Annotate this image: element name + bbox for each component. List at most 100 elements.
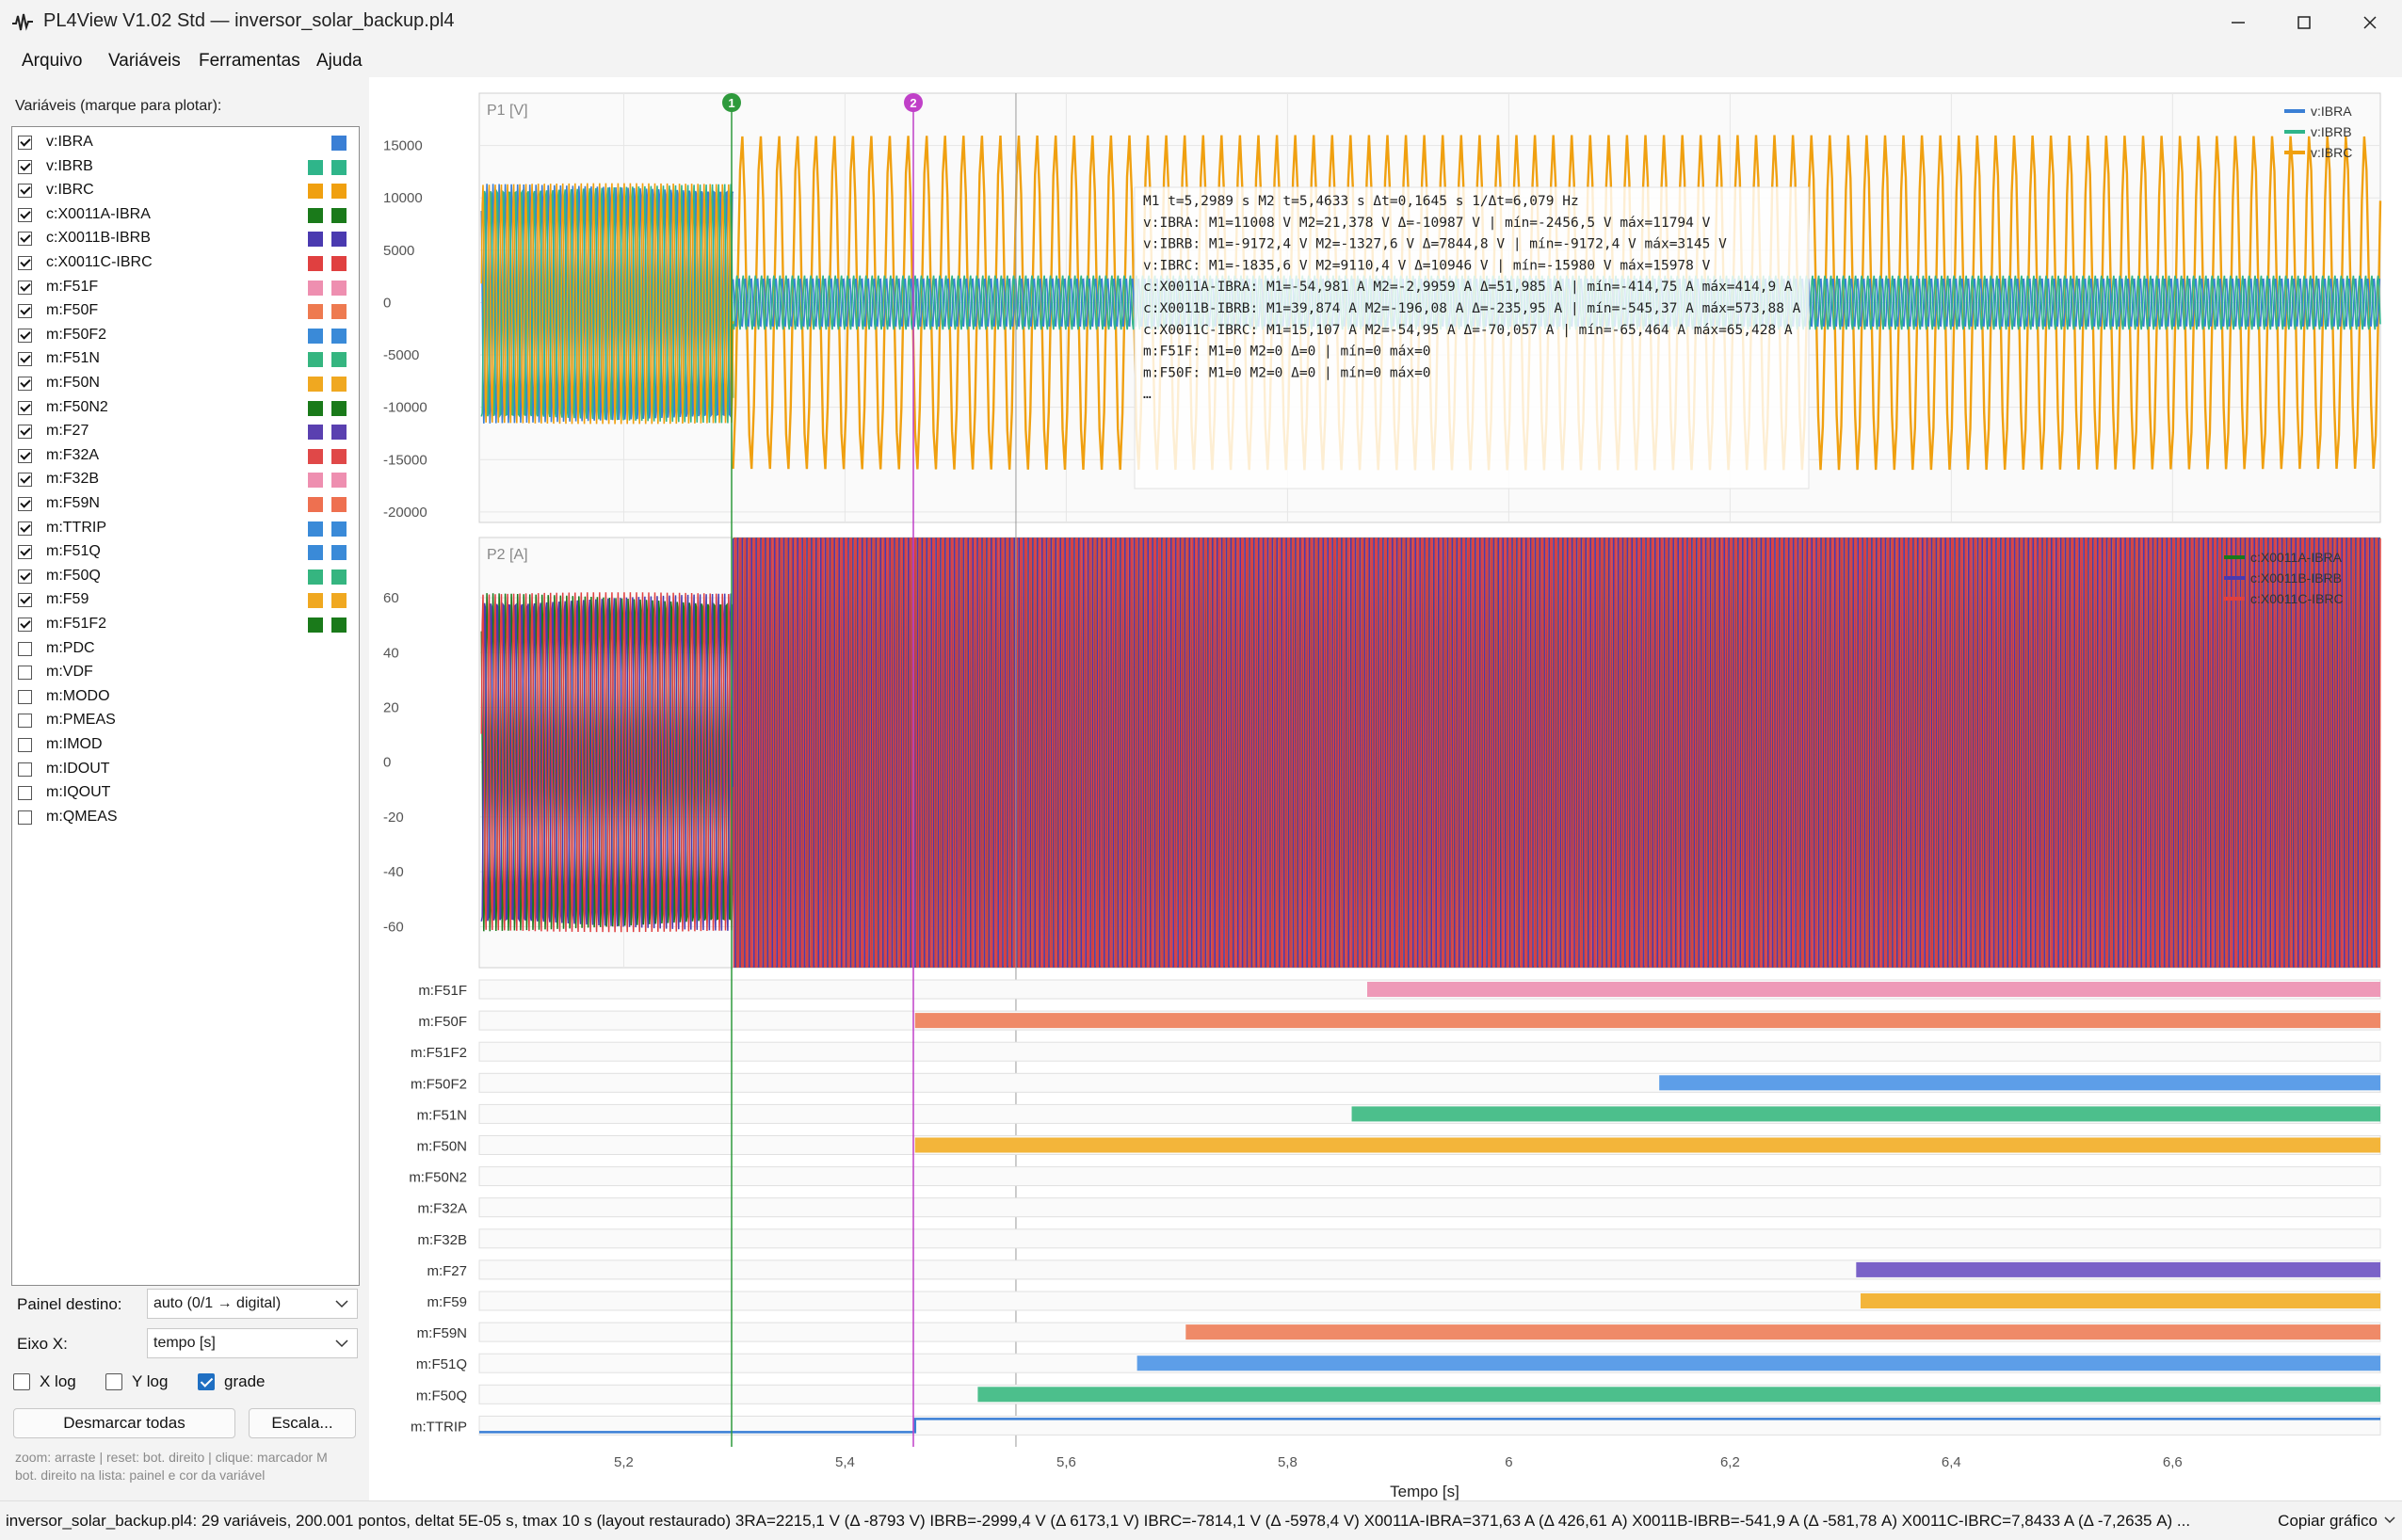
color-swatch[interactable] (308, 328, 323, 344)
variable-checkbox[interactable] (18, 304, 32, 319)
color-swatch[interactable] (331, 159, 347, 175)
variable-checkbox[interactable] (18, 497, 32, 511)
menu-ajuda[interactable]: Ajuda (316, 51, 363, 71)
variable-checkbox[interactable] (18, 473, 32, 488)
variable-row[interactable]: m:F50Q (12, 565, 359, 588)
color-swatch[interactable] (308, 352, 323, 368)
variable-checkbox[interactable] (18, 689, 32, 704)
variable-checkbox[interactable] (18, 207, 32, 222)
color-swatch[interactable] (308, 497, 323, 512)
variable-checkbox[interactable] (18, 328, 32, 343)
variable-row[interactable]: c:X0011C-IBRC (12, 251, 359, 275)
escala-button[interactable]: Escala... (249, 1408, 356, 1438)
color-swatch[interactable] (308, 448, 323, 464)
plot-area[interactable]: 15000 10000 5000 0 -5000 -10000 -15000 -20000 P… (369, 77, 2402, 1500)
color-swatch[interactable] (308, 425, 323, 441)
variable-row[interactable]: m:PMEAS (12, 709, 359, 732)
variable-row[interactable]: m:F50F2 (12, 324, 359, 347)
variable-row[interactable]: m:F27 (12, 420, 359, 443)
variable-row[interactable]: m:F51Q (12, 540, 359, 564)
color-swatch[interactable] (308, 159, 323, 175)
grade-checkbox[interactable]: grade (198, 1372, 273, 1393)
variable-row[interactable]: m:IMOD (12, 733, 359, 757)
variable-row[interactable]: m:TTRIP (12, 517, 359, 540)
variable-row[interactable]: m:IQOUT (12, 781, 359, 805)
variable-row[interactable]: m:F59 (12, 588, 359, 612)
variable-row[interactable]: m:F32A (12, 444, 359, 468)
variable-checkbox[interactable] (18, 377, 32, 391)
variable-checkbox[interactable] (18, 184, 32, 199)
variable-checkbox[interactable] (18, 641, 32, 656)
ylog-box[interactable] (105, 1373, 122, 1390)
variable-checkbox[interactable] (18, 159, 32, 174)
color-swatch[interactable] (331, 136, 347, 151)
variable-row[interactable]: v:IBRB (12, 155, 359, 179)
variable-row[interactable]: m:F32B (12, 468, 359, 491)
variable-row[interactable]: m:VDF (12, 661, 359, 684)
color-swatch[interactable] (308, 569, 323, 585)
variable-row[interactable]: m:F51F2 (12, 613, 359, 636)
variable-checkbox[interactable] (18, 280, 32, 295)
variable-row[interactable]: m:F50N (12, 372, 359, 395)
color-swatch[interactable] (308, 280, 323, 296)
variable-row[interactable]: v:IBRA (12, 131, 359, 154)
variable-checkbox[interactable] (18, 593, 32, 608)
color-swatch[interactable] (308, 256, 323, 271)
chevron-down-icon[interactable] (2383, 1515, 2396, 1526)
xlog-checkbox[interactable]: X log (13, 1372, 89, 1393)
color-swatch[interactable] (331, 618, 347, 633)
variable-row[interactable]: m:PDC (12, 637, 359, 661)
color-swatch[interactable] (331, 256, 347, 271)
variable-checkbox[interactable] (18, 618, 32, 632)
color-swatch[interactable] (308, 400, 323, 416)
grade-box[interactable] (198, 1373, 215, 1390)
variable-checkbox[interactable] (18, 786, 32, 801)
color-swatch[interactable] (331, 425, 347, 441)
color-swatch[interactable] (331, 232, 347, 248)
variable-checkbox[interactable] (18, 810, 32, 825)
variable-checkbox[interactable] (18, 762, 32, 777)
plot-canvas[interactable]: 15000 10000 5000 0 -5000 -10000 -15000 -20000 P… (369, 77, 2402, 1500)
variable-row[interactable]: m:MODO (12, 685, 359, 709)
color-swatch[interactable] (331, 184, 347, 200)
color-swatch[interactable] (308, 184, 323, 200)
variable-row[interactable]: m:QMEAS (12, 806, 359, 829)
color-swatch[interactable] (331, 569, 347, 585)
variable-checkbox[interactable] (18, 136, 32, 150)
color-swatch[interactable] (308, 207, 323, 223)
desmarcar-todas-button[interactable]: Desmarcar todas (13, 1408, 235, 1438)
menu-variaveis[interactable]: Variáveis (108, 51, 181, 71)
menu-ferramentas[interactable]: Ferramentas (199, 51, 300, 71)
color-swatch[interactable] (308, 545, 323, 561)
color-swatch[interactable] (331, 207, 347, 223)
variable-checkbox[interactable] (18, 569, 32, 584)
maximize-button[interactable] (2271, 0, 2337, 45)
painel-destino-select[interactable]: auto (0/1 → digital) (147, 1289, 358, 1319)
ylog-checkbox[interactable]: Y log (105, 1372, 181, 1393)
variable-row[interactable]: m:F51F (12, 276, 359, 299)
variable-checkbox[interactable] (18, 232, 32, 247)
minimize-button[interactable] (2205, 0, 2271, 45)
color-swatch[interactable] (331, 377, 347, 392)
color-swatch[interactable] (331, 497, 347, 512)
variable-checkbox[interactable] (18, 521, 32, 536)
variable-row[interactable]: m:F51N (12, 347, 359, 371)
variable-checkbox[interactable] (18, 666, 32, 681)
variable-row[interactable]: m:F50F (12, 299, 359, 323)
marker-2-handle[interactable] (904, 93, 923, 112)
color-swatch[interactable] (331, 280, 347, 296)
color-swatch[interactable] (308, 232, 323, 248)
variable-checkbox[interactable] (18, 448, 32, 463)
xlog-box[interactable] (13, 1373, 30, 1390)
eixo-x-select[interactable]: tempo [s] (147, 1328, 358, 1358)
variable-checkbox[interactable] (18, 714, 32, 729)
variable-checkbox[interactable] (18, 425, 32, 440)
variable-checkbox[interactable] (18, 545, 32, 560)
color-swatch[interactable] (308, 304, 323, 320)
color-swatch[interactable] (331, 545, 347, 561)
variable-row[interactable]: c:X0011A-IBRA (12, 203, 359, 227)
variable-checkbox[interactable] (18, 400, 32, 415)
menu-arquivo[interactable]: Arquivo (22, 51, 83, 71)
color-swatch[interactable] (308, 618, 323, 633)
variable-row[interactable]: m:F59N (12, 492, 359, 516)
